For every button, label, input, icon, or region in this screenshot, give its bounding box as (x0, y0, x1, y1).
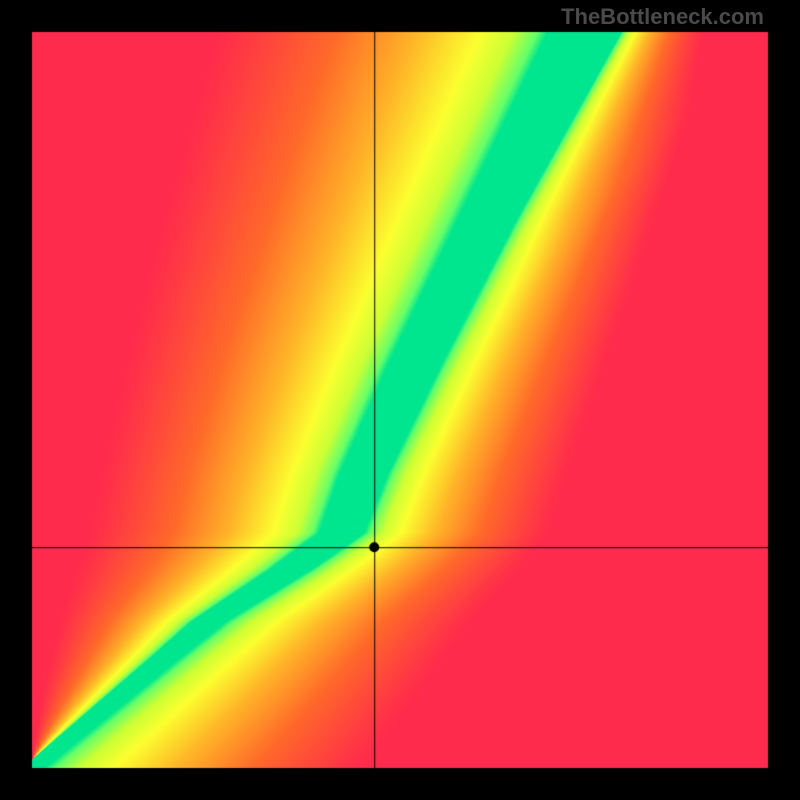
watermark: TheBottleneck.com (561, 4, 764, 30)
bottleneck-heatmap (0, 0, 800, 800)
